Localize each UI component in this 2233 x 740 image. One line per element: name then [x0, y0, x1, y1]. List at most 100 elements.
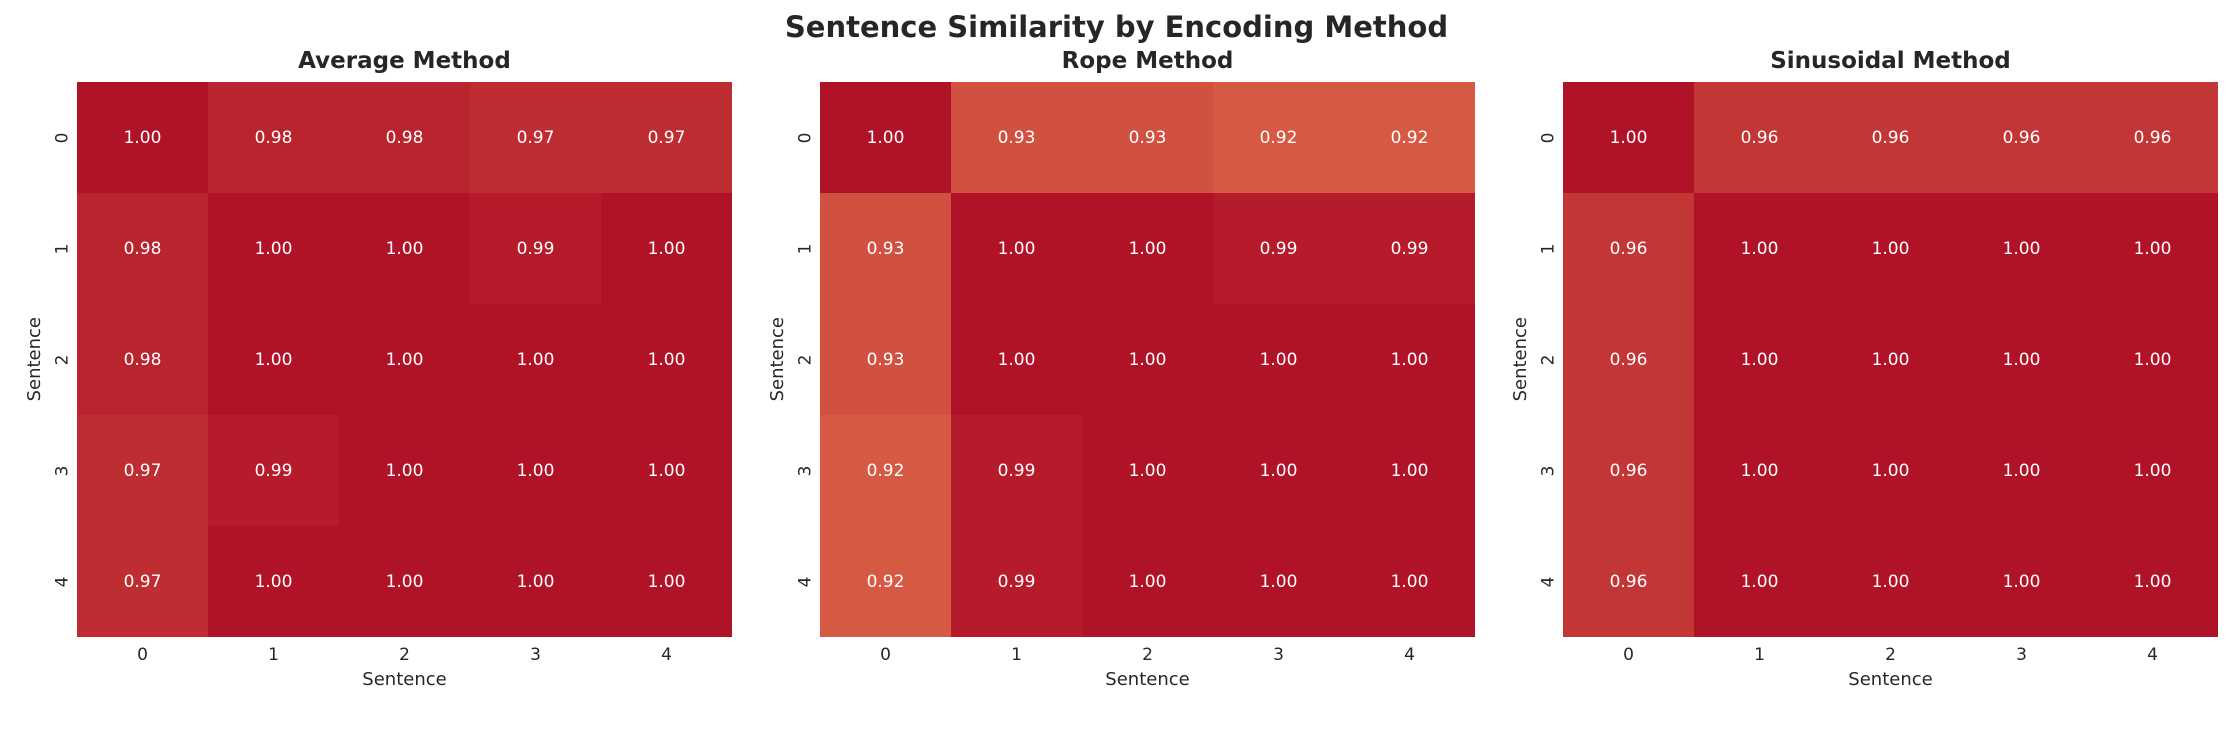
- subplot-title: Average Method: [298, 48, 511, 74]
- heatmap-cell: 0.93: [951, 82, 1082, 193]
- x-axis-ticks: 0 1 2 3 4: [820, 637, 1475, 667]
- heatmap-cell: 0.92: [1344, 82, 1475, 193]
- heatmap-cell: 1.00: [1082, 193, 1213, 304]
- y-tick-label: 1: [794, 243, 815, 254]
- heatmap-cell: 1.00: [77, 82, 208, 193]
- y-tick-label: 4: [1537, 576, 1558, 587]
- heatmap-cell: 0.97: [77, 526, 208, 637]
- heatmap-cell: 0.99: [951, 526, 1082, 637]
- x-tick-label: 3: [530, 645, 541, 665]
- heatmap-cell: 1.00: [951, 304, 1082, 415]
- heatmap-cell: 1.00: [1344, 526, 1475, 637]
- y-tick-label: 4: [51, 576, 72, 587]
- x-tick-label: 0: [1623, 645, 1634, 665]
- y-tick-label: 1: [1537, 243, 1558, 254]
- x-tick-label: 2: [399, 645, 410, 665]
- heatmap-cell: 1.00: [1825, 304, 1956, 415]
- heatmap-cell: 0.97: [601, 82, 732, 193]
- heatmap-cell: 1.00: [1694, 526, 1825, 637]
- heatmap-cell: 1.00: [1213, 304, 1344, 415]
- heatmap-cell: 0.93: [1082, 82, 1213, 193]
- heatmap-cell: 0.96: [2087, 82, 2218, 193]
- heatmap-cell: 1.00: [470, 304, 601, 415]
- y-tick-label: 0: [51, 132, 72, 143]
- x-axis-ticks: 0 1 2 3 4: [77, 637, 732, 667]
- heatmap-grid: 1.00 0.93 0.93 0.92 0.92 0.93 1.00 1.00 0.99 0.99…: [820, 82, 1475, 637]
- heatmap-cell: 1.00: [1825, 526, 1956, 637]
- y-tick-label: 0: [794, 132, 815, 143]
- heatmap-cell: 0.98: [208, 82, 339, 193]
- heatmap-cell: 1.00: [1344, 304, 1475, 415]
- x-tick-label: 2: [1142, 645, 1153, 665]
- heatmap-cell: 1.00: [1956, 415, 2087, 526]
- heatmap-cell: 1.00: [1082, 304, 1213, 415]
- subplot-title: Sinusoidal Method: [1770, 48, 2011, 74]
- y-axis-ticks: 0 1 2 3 4: [1533, 82, 1563, 637]
- heatmap-cell: 0.97: [470, 82, 601, 193]
- heatmap-cell: 1.00: [1956, 304, 2087, 415]
- y-tick-label: 2: [1537, 354, 1558, 365]
- x-tick-label: 4: [2147, 645, 2158, 665]
- x-tick-label: 0: [137, 645, 148, 665]
- x-tick-label: 2: [1885, 645, 1896, 665]
- heatmap-grid: 1.00 0.96 0.96 0.96 0.96 0.96 1.00 1.00 1.00 1.00…: [1563, 82, 2218, 637]
- heatmap-cell: 1.00: [2087, 526, 2218, 637]
- x-axis-label: Sentence: [1848, 669, 1933, 690]
- heatmap-cell: 0.92: [820, 415, 951, 526]
- heatmap-cell: 0.98: [77, 304, 208, 415]
- x-tick-label: 3: [1273, 645, 1284, 665]
- heatmap-cell: 1.00: [1563, 82, 1694, 193]
- y-tick-label: 3: [1537, 465, 1558, 476]
- heatmap-cell: 0.93: [820, 193, 951, 304]
- heatmap-cell: 1.00: [2087, 304, 2218, 415]
- heatmap-grid: 1.00 0.98 0.98 0.97 0.97 0.98 1.00 1.00 0.99 1.00…: [77, 82, 732, 637]
- y-axis-label-column: Sentence: [22, 82, 47, 637]
- heatmap-cell: 0.98: [77, 193, 208, 304]
- heatmap-cell: 1.00: [339, 526, 470, 637]
- x-tick-label: 1: [1754, 645, 1765, 665]
- x-tick-label: 4: [661, 645, 672, 665]
- heatmap-cell: 1.00: [1694, 193, 1825, 304]
- heatmap-cell: 0.97: [77, 415, 208, 526]
- heatmap-cell: 1.00: [1825, 193, 1956, 304]
- y-axis-label: Sentence: [767, 317, 788, 402]
- y-axis-ticks: 0 1 2 3 4: [47, 82, 77, 637]
- y-tick-label: 3: [51, 465, 72, 476]
- heatmap-cell: 1.00: [601, 415, 732, 526]
- heatmap-cell: 1.00: [601, 304, 732, 415]
- heatmap-cell: 0.96: [1563, 415, 1694, 526]
- heatmap-cell: 0.99: [470, 193, 601, 304]
- heatmap-cell: 1.00: [1694, 415, 1825, 526]
- heatmap-cell: 0.99: [208, 415, 339, 526]
- heatmap-cell: 1.00: [470, 415, 601, 526]
- figure-title: Sentence Similarity by Encoding Method: [784, 10, 1449, 44]
- heatmap-cell: 0.92: [820, 526, 951, 637]
- heatmap-cell: 0.96: [1563, 304, 1694, 415]
- heatmap-cell: 1.00: [820, 82, 951, 193]
- heatmap-cell: 1.00: [208, 526, 339, 637]
- heatmap-cell: 1.00: [470, 526, 601, 637]
- heatmap-cell: 1.00: [951, 193, 1082, 304]
- heatmap-cell: 1.00: [1956, 193, 2087, 304]
- y-axis-label: Sentence: [1510, 317, 1531, 402]
- heatmap-cell: 0.99: [1344, 193, 1475, 304]
- y-tick-label: 2: [794, 354, 815, 365]
- x-tick-label: 1: [268, 645, 279, 665]
- x-axis-label: Sentence: [1105, 669, 1190, 690]
- heatmap-cell: 1.00: [339, 415, 470, 526]
- x-tick-label: 3: [2016, 645, 2027, 665]
- subplot-title: Rope Method: [1061, 48, 1234, 74]
- y-tick-label: 1: [51, 243, 72, 254]
- heatmap-cell: 1.00: [1344, 415, 1475, 526]
- heatmap-cell: 1.00: [208, 304, 339, 415]
- heatmap-cell: 1.00: [1694, 304, 1825, 415]
- y-axis-label-column: Sentence: [765, 82, 790, 637]
- x-axis-ticks: 0 1 2 3 4: [1563, 637, 2218, 667]
